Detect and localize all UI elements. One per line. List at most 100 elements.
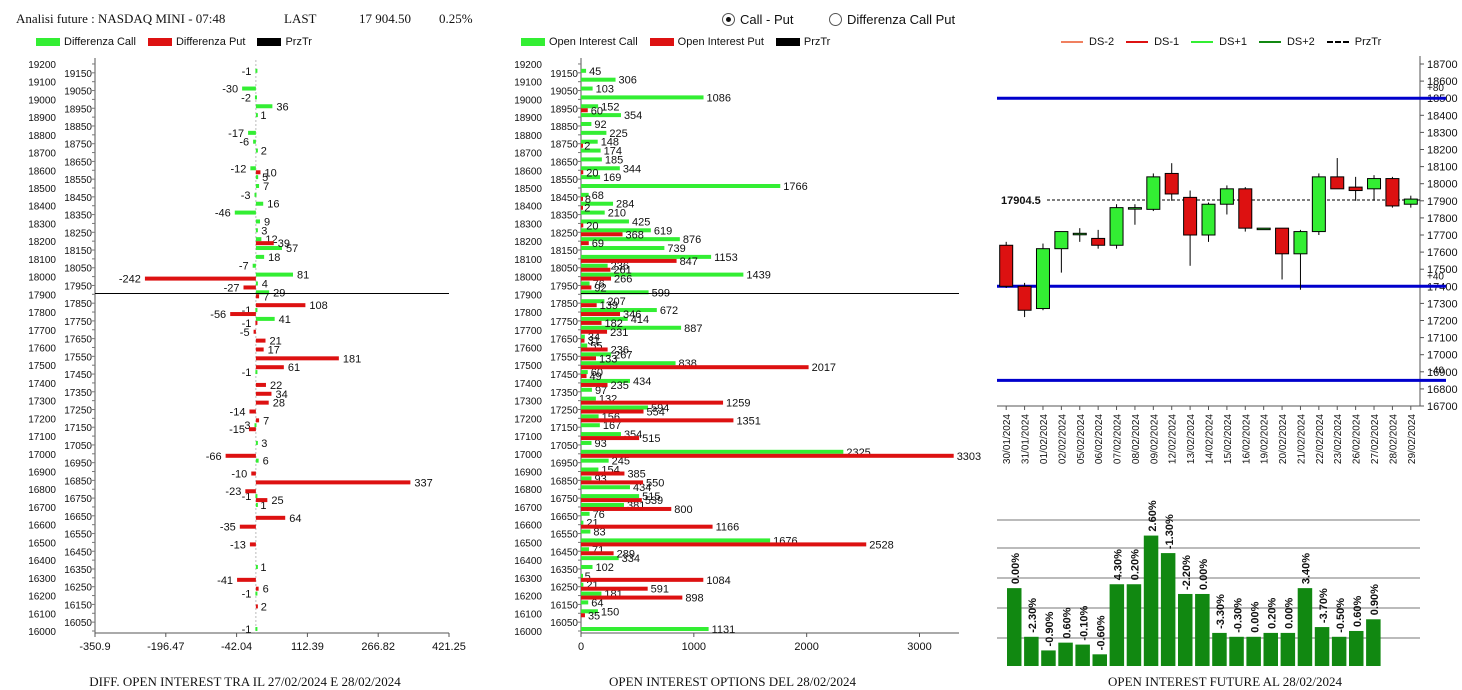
- diff-call-bar: [255, 113, 258, 118]
- legend-item: PrzTr: [775, 36, 830, 48]
- diff-call-bar: [255, 246, 283, 251]
- y-tick-label: 16300: [28, 574, 56, 585]
- y-tick-label: 17200: [1427, 316, 1458, 328]
- legend-item: DS+2: [1258, 36, 1315, 48]
- y-tick-label: 17850: [550, 299, 578, 310]
- diff-call-bar-label: -17: [228, 128, 244, 140]
- legend-line: [1191, 41, 1214, 43]
- y-tick-label: 19100: [28, 78, 56, 89]
- oi-future-bar: [1297, 588, 1313, 666]
- diff-put-bar: [255, 400, 269, 405]
- candle-body: [1183, 196, 1198, 236]
- oi-call-bar: [581, 494, 640, 499]
- oi-call-bar: [581, 148, 601, 153]
- diff-put-bar: [255, 382, 266, 387]
- diff-call-bar: [242, 86, 256, 91]
- oi-put-bar: [581, 108, 588, 113]
- diff-call-bar-label: 5: [262, 172, 268, 184]
- y-tick-label: 17650: [64, 335, 92, 346]
- oi-call-bar-label: 236: [611, 261, 629, 273]
- y-tick-label: 18300: [28, 219, 56, 230]
- oi-future-label: 0.00%: [1284, 597, 1296, 628]
- diff-put-bar-label: 22: [270, 380, 282, 392]
- oi-call-bar: [581, 68, 587, 73]
- y-tick-label: 16250: [64, 583, 92, 594]
- oi-put-bar: [581, 382, 608, 387]
- oi-call-bar: [581, 299, 605, 304]
- x-tick-label: 08/02/2024: [1131, 414, 1142, 464]
- x-tick-label: 2000: [794, 641, 818, 653]
- candle-body: [1054, 231, 1069, 250]
- oi-call-bar: [581, 175, 601, 180]
- y-tick-label: 16400: [28, 556, 56, 567]
- legend-item: Differenza Put: [147, 36, 245, 48]
- y-tick-label: 17400: [28, 379, 56, 390]
- oi-put-bar-label: 182: [605, 318, 623, 330]
- y-tick-label: 18550: [64, 175, 92, 186]
- oi-put-bar: [581, 267, 611, 272]
- oi-call-bar-label: 169: [603, 172, 621, 184]
- diff-call-bar: [255, 148, 258, 153]
- diff-put-bar: [255, 170, 261, 175]
- diff-call-bar-label: 1: [260, 562, 266, 574]
- oi-call-bar-label: 887: [684, 323, 702, 335]
- oi-put-bar-label: 49: [590, 371, 602, 383]
- y-tick-label: 16800: [28, 485, 56, 496]
- y-tick-label: 16650: [550, 512, 578, 523]
- diff-call-bar: [255, 104, 273, 109]
- x-tick-label: 29/02/2024: [1407, 414, 1418, 464]
- diff-call-bar: [255, 316, 275, 321]
- oi-call-bar: [581, 370, 588, 375]
- legend-swatch: [775, 38, 800, 46]
- oi-put-bar: [581, 471, 625, 476]
- oi-put-bar-label: 69: [592, 238, 604, 250]
- oi-call-bar: [581, 246, 665, 251]
- y-tick-label: 18200: [28, 237, 56, 248]
- y-tick-label: 17550: [64, 352, 92, 363]
- radio-call-put[interactable]: Call - Put: [722, 12, 793, 27]
- y-tick-label: 16500: [514, 538, 542, 549]
- oi-call-bar-label: 434: [633, 482, 651, 494]
- diff-call-bar-label: 41: [279, 314, 291, 326]
- y-tick-label: 17300: [514, 397, 542, 408]
- footer-diff-title: DIFF. OPEN INTEREST TRA IL 27/02/2024 E …: [89, 674, 401, 689]
- y-tick-label: 17500: [1427, 264, 1458, 276]
- oi-call-bar-label: 334: [622, 553, 640, 565]
- oi-put-bar: [581, 223, 584, 228]
- oi-future-label: -0.60%: [1096, 615, 1108, 650]
- oi-future-bar: [1349, 630, 1364, 666]
- legend-label: Open Interest Put: [677, 36, 764, 48]
- y-tick-label: 18800: [28, 131, 56, 142]
- oi-put-bar-label: 385: [627, 469, 645, 481]
- oi-put-bar-label: 139: [600, 300, 618, 312]
- diff-call-bar-label: -1: [242, 624, 252, 636]
- radio-differenza-call-put[interactable]: Differenza Call Put: [829, 12, 955, 27]
- oi-call-bar: [581, 502, 624, 507]
- y-tick-label: 16750: [550, 494, 578, 505]
- y-tick-label: 18450: [64, 193, 92, 204]
- x-tick-label: 16/02/2024: [1241, 414, 1252, 464]
- oi-future-label: 0.20%: [1130, 549, 1142, 580]
- oi-call-bar-label: 92: [594, 119, 606, 131]
- diff-call-bar: [253, 139, 256, 144]
- x-tick-label: 13/02/2024: [1186, 414, 1197, 464]
- legend-label: Differenza Call: [64, 36, 136, 48]
- y-tick-label: 16850: [64, 476, 92, 487]
- last-label: LAST: [284, 11, 317, 26]
- oi-put-bar: [581, 400, 724, 405]
- legend-label: DS+1: [1219, 36, 1247, 48]
- oi-call-bar: [581, 432, 621, 437]
- diff-put-bar-label: 2: [261, 601, 267, 613]
- oi-call-bar: [581, 228, 651, 233]
- oi-call-bar: [581, 520, 584, 525]
- oi-put-bar: [581, 453, 954, 458]
- oi-call-bar: [581, 485, 630, 490]
- y-tick-label: 19000: [514, 95, 542, 106]
- oi-put-bar-label: 31: [587, 336, 599, 348]
- oi-call-bar-label: 354: [624, 110, 642, 122]
- diff-put-bar: [255, 303, 306, 308]
- oi-call-bar: [581, 201, 614, 206]
- y-tick-label: 16950: [64, 459, 92, 470]
- y-tick-label: 18600: [28, 166, 56, 177]
- y-tick-label: 18650: [64, 157, 92, 168]
